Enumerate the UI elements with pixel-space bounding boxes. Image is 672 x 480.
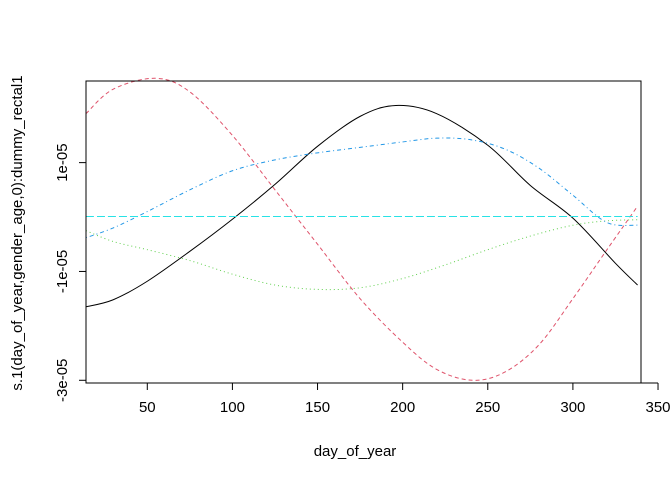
x-tick-label: 150: [305, 399, 330, 416]
series-line-2: [85, 77, 639, 381]
y-tick-label: -3e-05: [54, 359, 71, 402]
y-tick-label: 1e-05: [54, 143, 71, 181]
y-axis-title: s.1(day_of_year,gender_age,0):dummy_rect…: [9, 75, 26, 390]
x-tick-label: 300: [560, 399, 585, 416]
x-axis-title: day_of_year: [314, 443, 397, 460]
x-axis: 50 100 150 200 250 300 350: [139, 382, 671, 416]
y-tick-label: -1e-05: [54, 250, 71, 293]
plot-frame: [85, 80, 642, 384]
series-layer: [85, 77, 639, 381]
x-tick-label: 100: [220, 399, 245, 416]
x-tick-label: 50: [139, 399, 156, 416]
series-line-1: [85, 104, 638, 308]
series-line-3: [85, 219, 638, 291]
series-line-4: [85, 137, 638, 239]
x-tick-label: 200: [390, 399, 415, 416]
x-tick-label: 350: [646, 399, 671, 416]
y-axis: -3e-05 -1e-05 1e-05: [54, 143, 87, 402]
x-tick-label: 250: [475, 399, 500, 416]
